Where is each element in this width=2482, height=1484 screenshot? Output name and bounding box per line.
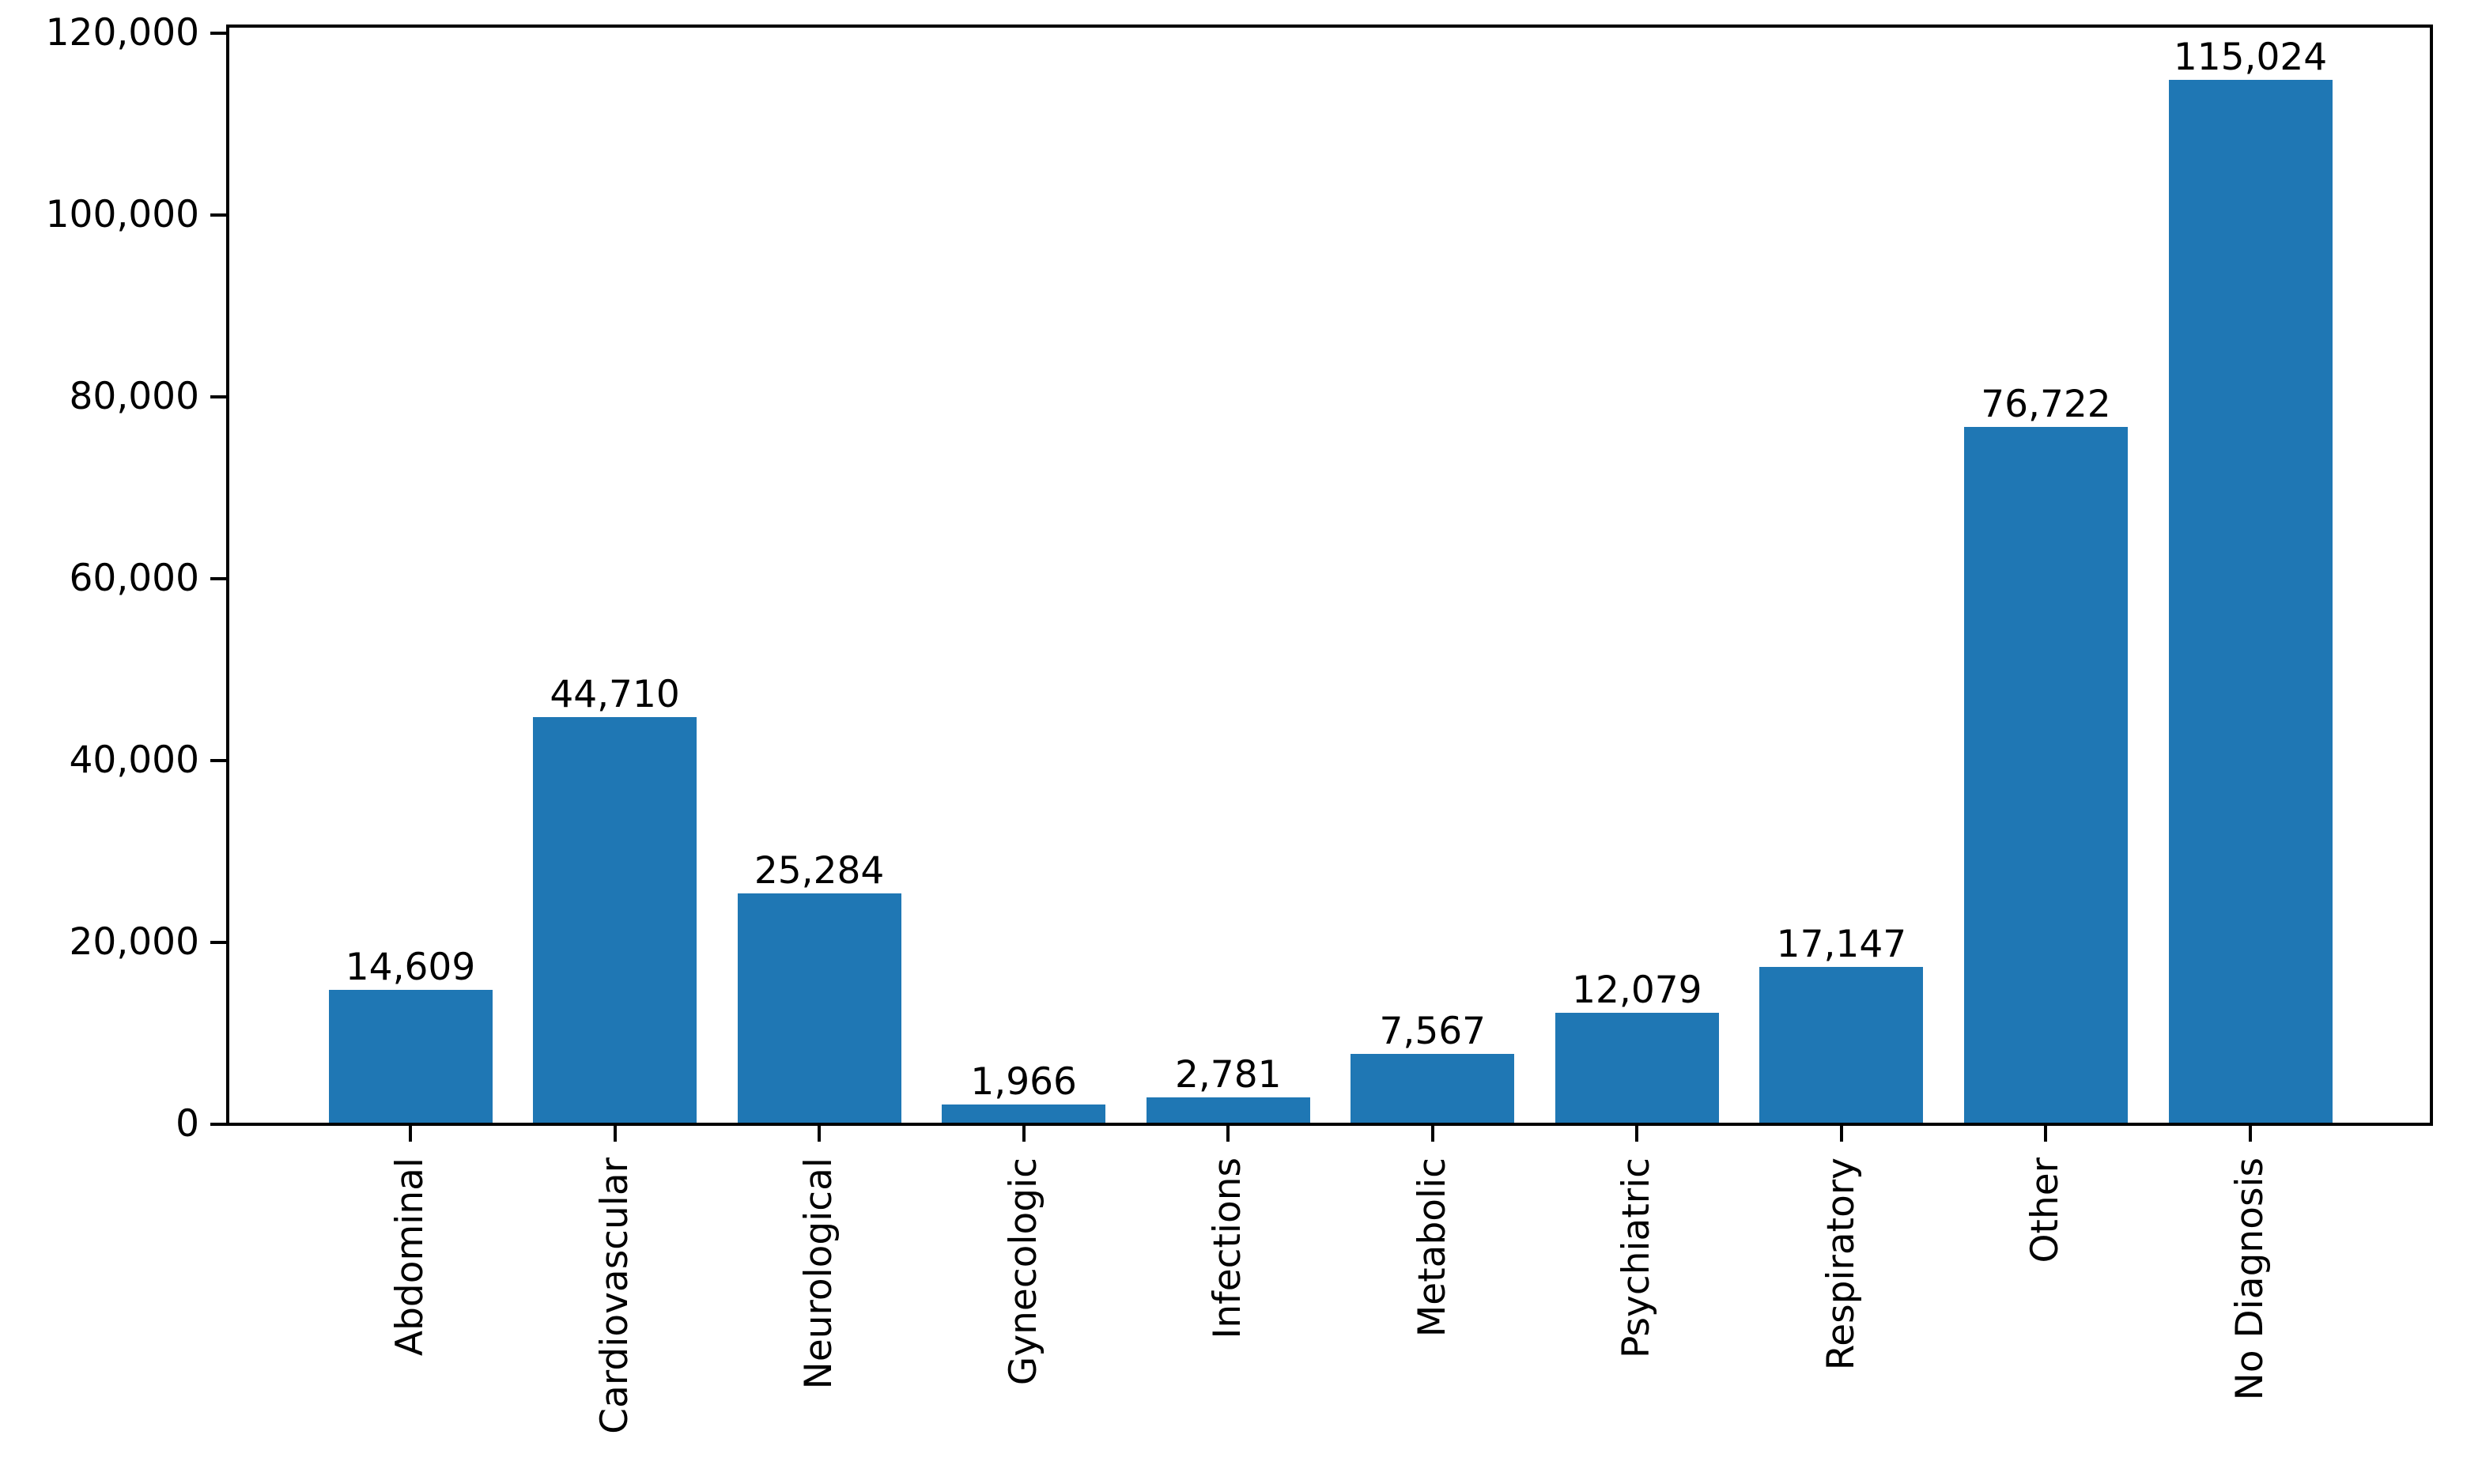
y-tick-label: 40,000 [69,738,199,782]
x-tick-label: Abdominal [388,1157,433,1357]
x-axis-tick-mark [2249,1126,2253,1142]
y-axis-tick-mark [210,213,226,217]
x-tick-label: No Diagnosis [2228,1157,2272,1401]
bar-other [1963,427,2128,1123]
x-tick-label: Gynecologic [1001,1157,1045,1386]
y-axis-tick-mark [210,940,226,944]
x-axis-tick-mark [1839,1126,1843,1142]
bar-gynecologic [942,1105,1106,1123]
x-axis-tick-mark [1022,1126,1026,1142]
x-tick-label: Psychiatric [1615,1157,1659,1358]
y-tick-label: 0 [176,1102,199,1146]
y-tick-label: 80,000 [69,374,199,418]
y-axis-tick-mark [210,758,226,762]
y-tick-label: 20,000 [69,919,199,964]
bar-neurological [737,893,901,1123]
bar-abdominal [328,990,493,1123]
x-tick-label: Cardiovascular [592,1157,637,1434]
bar-value-label: 14,609 [345,946,476,990]
x-axis-tick-mark [1635,1126,1639,1142]
bar-value-label: 25,284 [754,849,885,893]
bar-value-label: 2,781 [1174,1053,1282,1097]
x-axis-tick-mark [613,1126,617,1142]
bar-value-label: 44,710 [550,673,680,717]
bar-value-label: 12,079 [1572,969,1702,1013]
bar-value-label: 115,024 [2173,35,2328,79]
x-axis-tick-mark [2044,1126,2048,1142]
x-tick-label: Neurological [797,1157,841,1390]
x-axis-tick-mark [409,1126,412,1142]
x-axis-tick-mark [1226,1126,1230,1142]
bar-psychiatric [1555,1013,1719,1123]
x-tick-label: Other [2023,1157,2068,1263]
y-tick-label: 60,000 [69,556,199,600]
y-axis-tick-mark [210,31,226,35]
x-tick-label: Respiratory [1819,1157,1864,1371]
bar-value-label: 1,966 [970,1060,1077,1105]
y-axis-tick-mark [210,1123,226,1126]
y-tick-label: 120,000 [45,10,199,55]
bar-metabolic [1351,1054,1515,1123]
x-tick-label: Metabolic [1410,1157,1454,1338]
y-axis-tick-mark [210,576,226,580]
bar-value-label: 17,147 [1776,923,1907,967]
x-tick-label: Infections [1206,1157,1250,1339]
bar-respiratory [1759,967,1924,1123]
x-axis-tick-mark [818,1126,822,1142]
bar-no-diagnosis [2168,79,2333,1123]
x-axis-tick-mark [1430,1126,1434,1142]
bar-value-label: 76,722 [1981,383,2111,427]
bar-cardiovascular [533,717,697,1123]
y-axis-tick-mark [210,395,226,398]
bar-infections [1146,1097,1310,1123]
y-tick-label: 100,000 [45,192,199,236]
bar-value-label: 7,567 [1379,1010,1487,1054]
